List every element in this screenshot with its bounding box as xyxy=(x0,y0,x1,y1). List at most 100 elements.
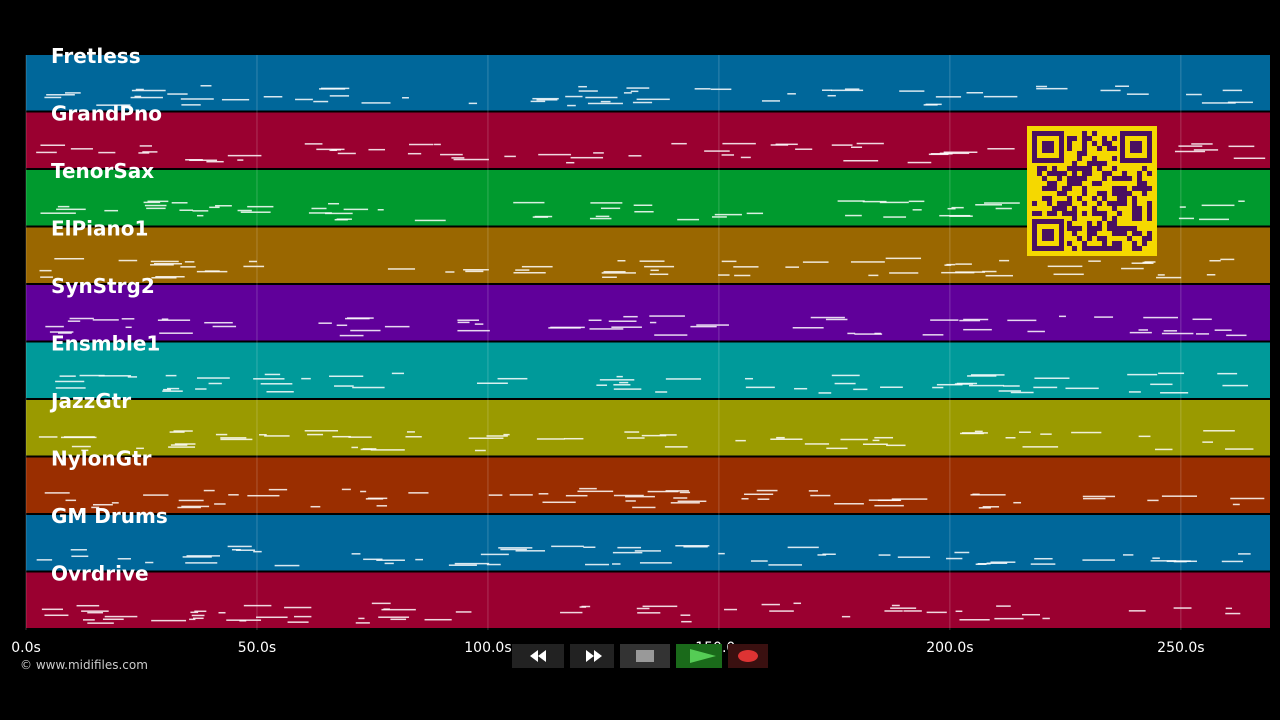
qr-module xyxy=(1132,186,1137,191)
note xyxy=(361,102,391,104)
note xyxy=(889,272,919,274)
qr-module xyxy=(1082,191,1087,196)
qr-module xyxy=(1112,191,1117,196)
note xyxy=(476,382,508,385)
note xyxy=(967,375,997,377)
note xyxy=(1127,373,1158,376)
note-pattern xyxy=(36,545,1251,567)
note xyxy=(907,161,932,164)
note xyxy=(1199,218,1230,221)
note xyxy=(503,433,510,436)
qr-module xyxy=(1122,171,1127,176)
note xyxy=(1007,319,1037,322)
note xyxy=(65,499,77,502)
note xyxy=(445,271,455,273)
note xyxy=(104,615,138,618)
note xyxy=(79,374,105,377)
note xyxy=(221,98,250,101)
note xyxy=(1225,612,1241,615)
qr-module xyxy=(1082,171,1087,176)
qr-module xyxy=(1047,171,1052,176)
note xyxy=(264,373,281,376)
qr-module xyxy=(1082,201,1087,206)
note xyxy=(190,611,199,614)
note xyxy=(1179,206,1186,208)
note xyxy=(837,200,865,202)
note xyxy=(352,386,385,389)
note xyxy=(253,550,262,553)
note xyxy=(1040,433,1052,435)
note xyxy=(247,494,280,497)
note xyxy=(1033,386,1058,389)
note xyxy=(1083,497,1106,500)
note xyxy=(41,608,63,611)
qr-module xyxy=(1087,221,1092,226)
note xyxy=(1128,610,1146,612)
note xyxy=(589,217,612,220)
note-pattern xyxy=(36,142,1266,164)
qr-module xyxy=(1072,176,1077,181)
note xyxy=(802,261,829,263)
note xyxy=(167,93,188,95)
qr-module xyxy=(1117,176,1122,181)
note xyxy=(214,503,226,505)
note xyxy=(536,99,558,101)
note xyxy=(718,552,725,555)
note xyxy=(990,561,1016,563)
track-lane xyxy=(26,55,1270,111)
qr-module xyxy=(1112,166,1117,171)
note xyxy=(70,148,93,150)
note xyxy=(146,207,166,210)
note xyxy=(1053,273,1084,276)
note xyxy=(324,212,353,215)
note xyxy=(81,610,109,612)
note xyxy=(1222,89,1243,92)
note xyxy=(44,614,69,617)
qr-module xyxy=(1122,226,1127,231)
note xyxy=(163,388,171,391)
note xyxy=(143,201,161,204)
note xyxy=(959,319,981,322)
note xyxy=(318,322,332,324)
note xyxy=(1094,316,1114,318)
note xyxy=(613,384,631,386)
note xyxy=(56,208,86,211)
qr-module xyxy=(1147,216,1152,221)
qr-module xyxy=(1062,201,1067,206)
qr-module xyxy=(1067,241,1072,246)
note xyxy=(180,98,214,100)
note xyxy=(946,263,956,266)
note xyxy=(227,154,262,157)
qr-module xyxy=(1142,241,1147,246)
note xyxy=(787,93,796,95)
note xyxy=(897,556,931,558)
note xyxy=(1173,607,1192,609)
note xyxy=(131,89,166,92)
note xyxy=(55,380,85,383)
note xyxy=(256,616,288,619)
note xyxy=(206,160,224,163)
note xyxy=(891,498,928,500)
note xyxy=(644,265,675,268)
note xyxy=(843,159,879,162)
note xyxy=(480,553,509,556)
note xyxy=(946,557,963,560)
note xyxy=(45,325,64,328)
qr-module xyxy=(1112,226,1117,231)
qr-module xyxy=(1072,211,1077,216)
note xyxy=(912,209,922,211)
note xyxy=(825,318,848,321)
note xyxy=(978,507,991,509)
note xyxy=(448,564,477,566)
note xyxy=(1100,89,1121,92)
note xyxy=(600,207,621,210)
qr-module xyxy=(1112,176,1117,181)
note xyxy=(189,159,218,162)
note xyxy=(625,495,655,498)
note xyxy=(381,608,416,611)
note xyxy=(630,90,639,93)
note xyxy=(178,499,204,502)
note xyxy=(263,96,283,98)
note xyxy=(740,156,751,159)
note xyxy=(862,200,887,203)
